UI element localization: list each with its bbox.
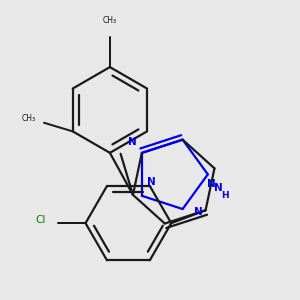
Text: Cl: Cl xyxy=(36,215,46,226)
Text: CH₃: CH₃ xyxy=(103,16,117,25)
Text: N: N xyxy=(207,179,216,189)
Text: CH₃: CH₃ xyxy=(21,113,35,122)
Text: N: N xyxy=(147,177,156,188)
Text: N: N xyxy=(194,207,203,217)
Text: N: N xyxy=(214,183,223,193)
Text: N: N xyxy=(128,137,137,147)
Text: H: H xyxy=(221,190,229,200)
